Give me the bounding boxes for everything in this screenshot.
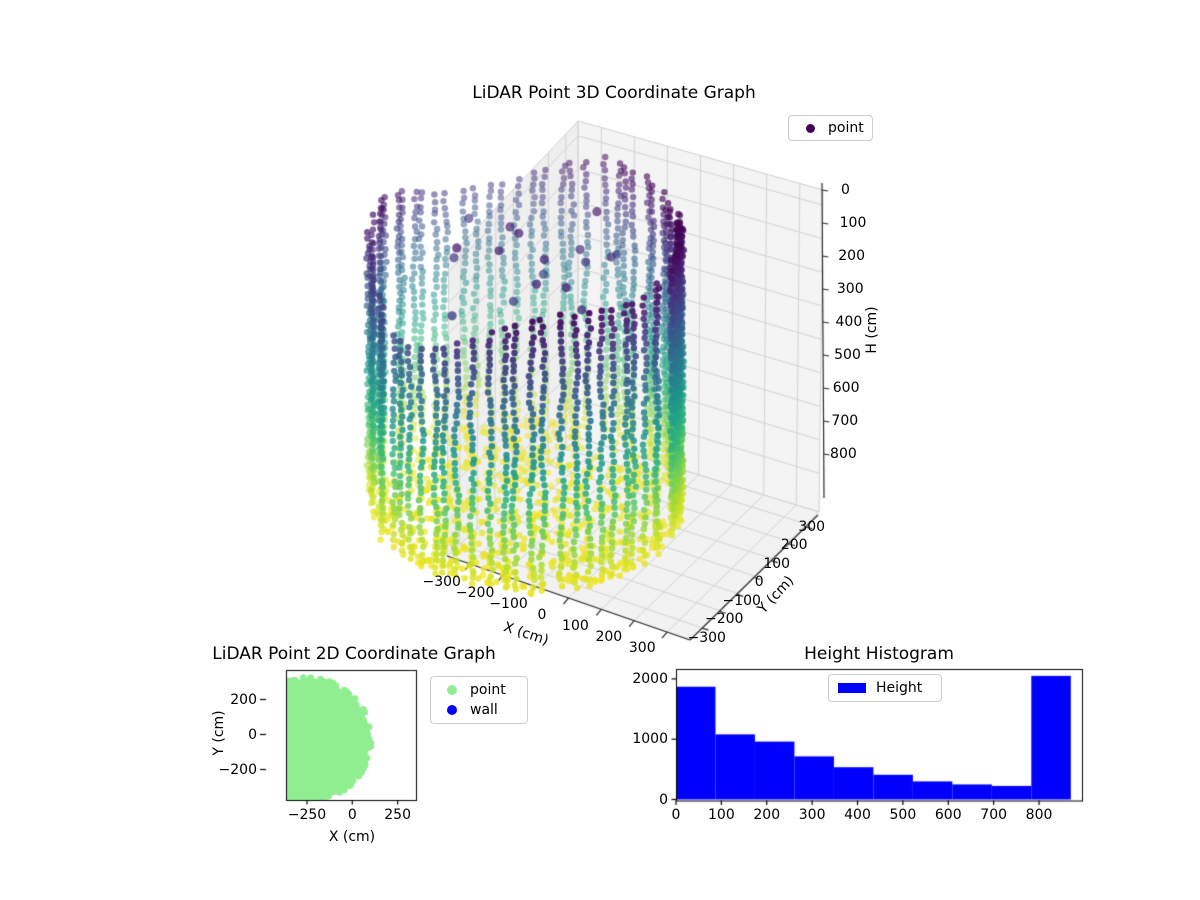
- legend-label-point: point: [470, 682, 506, 698]
- histogram-x-tick-label: 300: [798, 807, 826, 823]
- plot3d-h-tick-label: 400: [835, 314, 863, 330]
- plot3d-h-tick-label: 100: [839, 215, 867, 231]
- histogram-x-tick-label: 0: [671, 807, 681, 823]
- plot2d-y-tick-label: 0: [248, 726, 257, 743]
- histogram-y-tick-label: 0: [659, 791, 668, 808]
- plot3d-y-tick-label: 0: [754, 574, 764, 591]
- legend-row-height: Height: [838, 680, 941, 696]
- legend-label-point: point: [828, 120, 864, 136]
- plot2d-y-tick-label: 200: [230, 691, 257, 708]
- histogram-legend[interactable]: Height: [828, 674, 942, 702]
- plot3d-h-tick-label: 800: [830, 446, 857, 462]
- plot3d-x-tick-label: −300: [422, 573, 461, 590]
- histogram-title: Height Histogram: [804, 644, 954, 664]
- plot3d-h-tick-label: 700: [831, 413, 859, 429]
- plot3d-y-tick-label: −200: [704, 611, 744, 628]
- plot3d-h-tick-label: 200: [838, 248, 865, 264]
- legend-row-point: point: [806, 120, 872, 136]
- legend-label-height: Height: [876, 680, 923, 696]
- plot3d-y-tick-label: −300: [687, 629, 726, 646]
- plot3d-h-tick-label: 500: [834, 347, 861, 363]
- plot2d-x-tick-label: 0: [347, 807, 357, 823]
- plot2d-legend[interactable]: point wall: [430, 676, 528, 724]
- plot3d-x-tick-label: −200: [455, 584, 495, 601]
- histogram-x-tick-label: 700: [980, 807, 1008, 823]
- legend-row-wall: wall: [447, 702, 527, 718]
- plot3d-title: LiDAR Point 3D Coordinate Graph: [472, 83, 756, 103]
- histogram-x-tick-label: 500: [889, 807, 917, 823]
- legend-label-wall: wall: [470, 702, 498, 718]
- histogram-y-tick-label: 2000: [632, 670, 668, 687]
- plot3d-y-tick-label: 300: [798, 518, 826, 535]
- histogram-x-tick-label: 200: [753, 807, 781, 823]
- histogram-x-tick-label: 400: [844, 807, 871, 823]
- plot3d-x-tick-label: 0: [537, 606, 547, 623]
- plot2d-x-tick-label: −250: [287, 807, 327, 823]
- plot2d-title: LiDAR Point 2D Coordinate Graph: [212, 644, 496, 664]
- plot3d-y-tick-label: −100: [722, 592, 761, 609]
- plot2d-y-axis-label: Y (cm): [211, 710, 227, 756]
- plot3d-legend[interactable]: point: [788, 115, 873, 141]
- plot2d-y-tick-label: −200: [218, 761, 257, 778]
- plot3d-y-tick-label: 100: [763, 555, 791, 572]
- plot3d-x-tick-label: −100: [489, 595, 528, 612]
- plot3d-y-tick-label: 200: [780, 537, 808, 554]
- histogram-x-tick-label: 600: [934, 807, 962, 823]
- histogram-y-tick-label: 1000: [632, 731, 668, 748]
- plot3d-h-tick-label: 300: [836, 281, 864, 297]
- height-legend-marker-icon: [838, 683, 866, 693]
- histogram-x-tick-label: 100: [708, 807, 735, 823]
- plot3d-h-tick-label: 600: [832, 380, 860, 396]
- plot2d-x-tick-label: 250: [384, 807, 411, 823]
- plot2d-x-axis-label: X (cm): [328, 829, 376, 845]
- plot3d-x-tick-label: 300: [628, 639, 656, 656]
- plot3d-x-tick-label: 200: [595, 628, 623, 645]
- plot3d-h-tick-label: 0: [841, 182, 850, 198]
- histogram-x-tick-label: 800: [1025, 807, 1053, 823]
- legend-row-point: point: [447, 682, 527, 698]
- wall-legend-marker-icon: [447, 705, 457, 715]
- plot3d-x-tick-label: 100: [562, 617, 589, 634]
- plot3d-h-axis-label: H (cm): [864, 306, 880, 354]
- point-legend-marker-icon: [447, 685, 457, 695]
- point-legend-marker-icon: [806, 123, 815, 133]
